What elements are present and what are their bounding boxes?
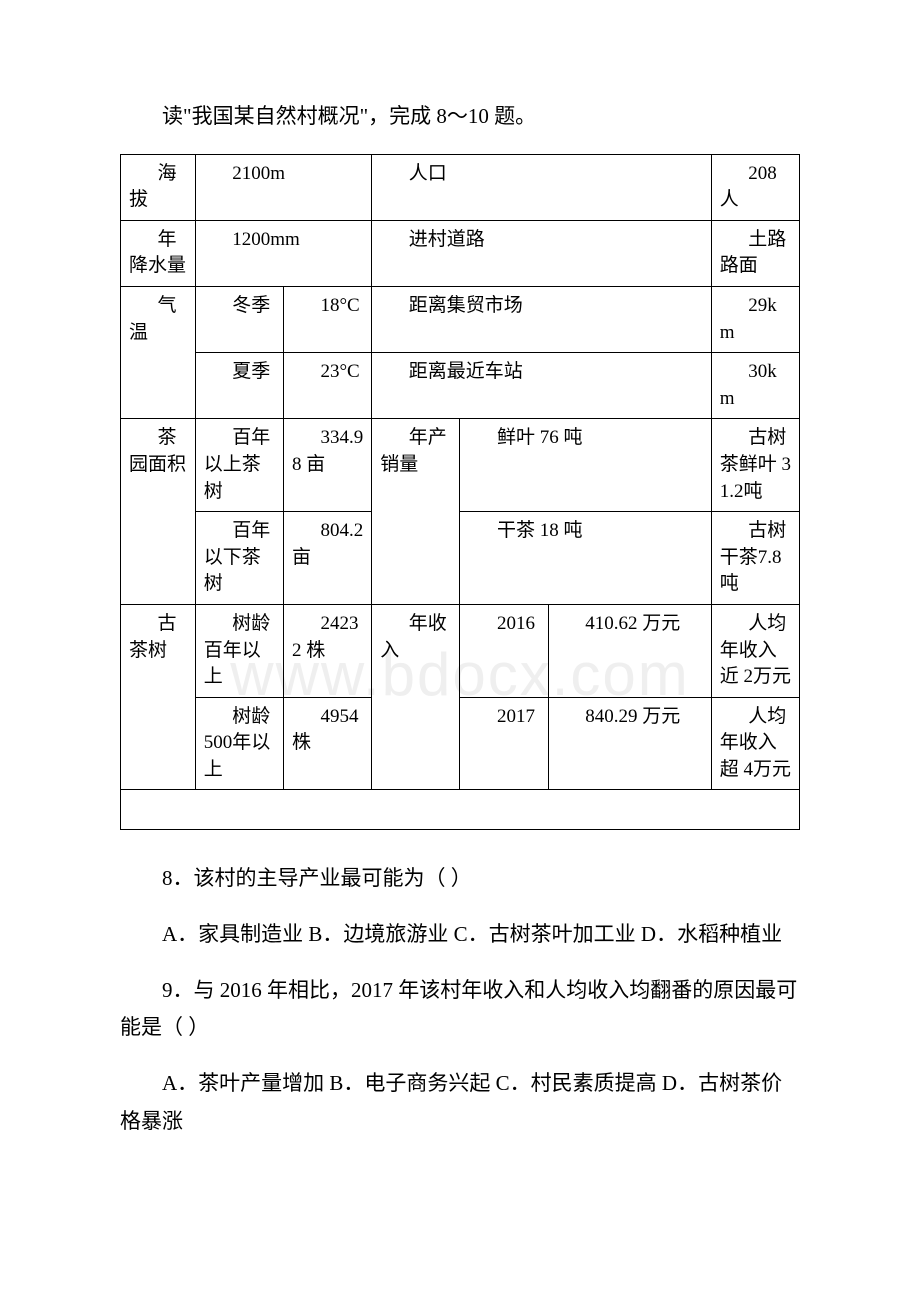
cell-age-100up-val: 24232 株 xyxy=(283,604,371,697)
cell-freshleaf: 鲜叶 76 吨 xyxy=(460,419,711,512)
cell-market-label: 距离集贸市场 xyxy=(372,286,711,352)
cell-road-label: 进村道路 xyxy=(372,220,711,286)
table-row: 夏季 23°C 距离最近车站 30km xyxy=(121,353,800,419)
cell-winter-val: 18°C xyxy=(283,286,371,352)
cell-road-val: 土路路面 xyxy=(711,220,799,286)
cell-station-label: 距离最近车站 xyxy=(372,353,711,419)
cell-empty xyxy=(121,790,800,830)
cell-2016-val: 410.62 万元 xyxy=(548,604,711,697)
table-row: 古茶树 树龄百年以上 24232 株 年收入 2016 410.62 万元 人均… xyxy=(121,604,800,697)
village-table: 海拔 2100m 人口 208人 年降水量 1200mm 进村道路 土路路面 气… xyxy=(120,154,800,830)
cell-2016-label: 2016 xyxy=(460,604,548,697)
cell-rain-label: 年降水量 xyxy=(121,220,196,286)
cell-2016-percap: 人均年收入近 2万元 xyxy=(711,604,799,697)
cell-age-500up-val: 4954 株 xyxy=(283,697,371,790)
cell-income-label: 年收入 xyxy=(372,604,460,790)
cell-age-100up-label: 树龄百年以上 xyxy=(195,604,283,697)
table-row: 树龄 500年以上 4954 株 2017 840.29 万元 人均年收入超 4… xyxy=(121,697,800,790)
table-row xyxy=(121,790,800,830)
table-row: 海拔 2100m 人口 208人 xyxy=(121,154,800,220)
cell-prodsale-label: 年产销量 xyxy=(372,419,460,605)
cell-altitude-val: 2100m xyxy=(195,154,372,220)
cell-tree-100up-val: 334.98 亩 xyxy=(283,419,371,512)
cell-market-val: 29km xyxy=(711,286,799,352)
cell-summer-label: 夏季 xyxy=(195,353,283,419)
cell-pop-val: 208人 xyxy=(711,154,799,220)
cell-winter-label: 冬季 xyxy=(195,286,283,352)
cell-altitude-label: 海拔 xyxy=(121,154,196,220)
cell-oldtree-dry: 古树干茶7.8 吨 xyxy=(711,512,799,605)
cell-oldtree-fresh: 古树茶鲜叶 31.2吨 xyxy=(711,419,799,512)
cell-temp-label: 气温 xyxy=(121,286,196,418)
cell-drytea: 干茶 18 吨 xyxy=(460,512,711,605)
cell-summer-val: 23°C xyxy=(283,353,371,419)
table-row: 茶园面积 百年以上茶树 334.98 亩 年产销量 鲜叶 76 吨 古树茶鲜叶 … xyxy=(121,419,800,512)
cell-pop-label: 人口 xyxy=(372,154,711,220)
question-9: 9．与 2016 年相比，2017 年该村年收入和人均收入均翻番的原因最可能是（… xyxy=(120,972,800,1048)
question-8: 8．该村的主导产业最可能为（ ） xyxy=(120,860,800,898)
cell-2017-val: 840.29 万元 xyxy=(548,697,711,790)
cell-tree-100up-label: 百年以上茶树 xyxy=(195,419,283,512)
cell-tea-area-label: 茶园面积 xyxy=(121,419,196,605)
cell-2017-percap: 人均年收入超 4万元 xyxy=(711,697,799,790)
cell-rain-val: 1200mm xyxy=(195,220,372,286)
question-8-options: A．家具制造业 B．边境旅游业 C．古树茶叶加工业 D．水稻种植业 xyxy=(120,916,800,954)
cell-2017-label: 2017 xyxy=(460,697,548,790)
cell-age-500up-label: 树龄 500年以上 xyxy=(195,697,283,790)
cell-tree-100down-label: 百年以下茶树 xyxy=(195,512,283,605)
cell-station-val: 30km xyxy=(711,353,799,419)
table-row: 年降水量 1200mm 进村道路 土路路面 xyxy=(121,220,800,286)
cell-tree-100down-val: 804.2 亩 xyxy=(283,512,371,605)
table-row: 气温 冬季 18°C 距离集贸市场 29km xyxy=(121,286,800,352)
cell-oldtree-label: 古茶树 xyxy=(121,604,196,790)
question-9-options: A．茶叶产量增加 B．电子商务兴起 C．村民素质提高 D．古树茶价格暴涨 xyxy=(120,1065,800,1141)
intro-text: 读"我国某自然村概况"，完成 8～10 题。 xyxy=(120,100,800,134)
table-row: 百年以下茶树 804.2 亩 干茶 18 吨 古树干茶7.8 吨 xyxy=(121,512,800,605)
